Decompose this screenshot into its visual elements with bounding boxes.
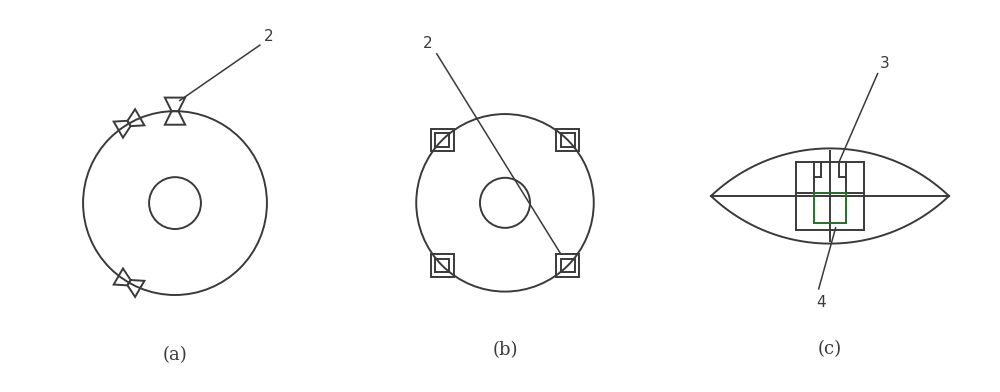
Text: 2: 2	[263, 29, 273, 44]
Text: 3: 3	[880, 56, 890, 71]
Text: 2: 2	[423, 36, 433, 51]
Text: 4: 4	[816, 295, 826, 310]
Text: (a): (a)	[163, 346, 187, 364]
Text: (c): (c)	[818, 340, 842, 358]
Text: (b): (b)	[492, 341, 518, 359]
